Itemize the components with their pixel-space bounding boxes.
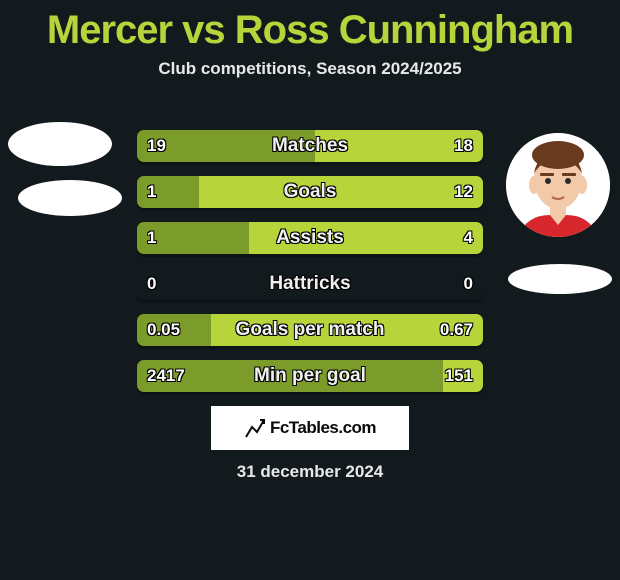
page-subtitle: Club competitions, Season 2024/2025 bbox=[0, 59, 620, 79]
avatar-face-icon bbox=[506, 133, 610, 237]
stat-row-assists: 1Assists4 bbox=[137, 222, 483, 254]
stat-row-goals-per-match: 0.05Goals per match0.67 bbox=[137, 314, 483, 346]
stat-value-right: 151 bbox=[435, 360, 483, 392]
stat-row-matches: 19Matches18 bbox=[137, 130, 483, 162]
stat-row-hattricks: 0Hattricks0 bbox=[137, 268, 483, 300]
stat-value-right: 0.67 bbox=[430, 314, 483, 346]
footer-date: 31 december 2024 bbox=[0, 462, 620, 482]
stat-value-right: 18 bbox=[444, 130, 483, 162]
brand-badge: FcTables.com bbox=[211, 406, 409, 450]
stat-label: Assists bbox=[137, 222, 483, 254]
comparison-card: Mercer vs Ross Cunningham Club competiti… bbox=[0, 8, 620, 580]
page-title: Mercer vs Ross Cunningham bbox=[0, 8, 620, 53]
stat-label: Min per goal bbox=[137, 360, 483, 392]
stat-label: Matches bbox=[137, 130, 483, 162]
player-right-ellipse bbox=[508, 264, 612, 294]
brand-logo-icon bbox=[244, 417, 266, 439]
stats-container: 19Matches181Goals121Assists40Hattricks00… bbox=[137, 130, 483, 406]
stat-label: Goals bbox=[137, 176, 483, 208]
stat-row-goals: 1Goals12 bbox=[137, 176, 483, 208]
stat-value-right: 0 bbox=[454, 268, 483, 300]
stat-row-min-per-goal: 2417Min per goal151 bbox=[137, 360, 483, 392]
stat-value-right: 4 bbox=[454, 222, 483, 254]
stat-label: Hattricks bbox=[137, 268, 483, 300]
player-right-avatar bbox=[506, 133, 610, 237]
stat-value-right: 12 bbox=[444, 176, 483, 208]
brand-text: FcTables.com bbox=[270, 418, 376, 438]
player-left-ellipse-2 bbox=[18, 180, 122, 216]
player-left-ellipse-1 bbox=[8, 122, 112, 166]
